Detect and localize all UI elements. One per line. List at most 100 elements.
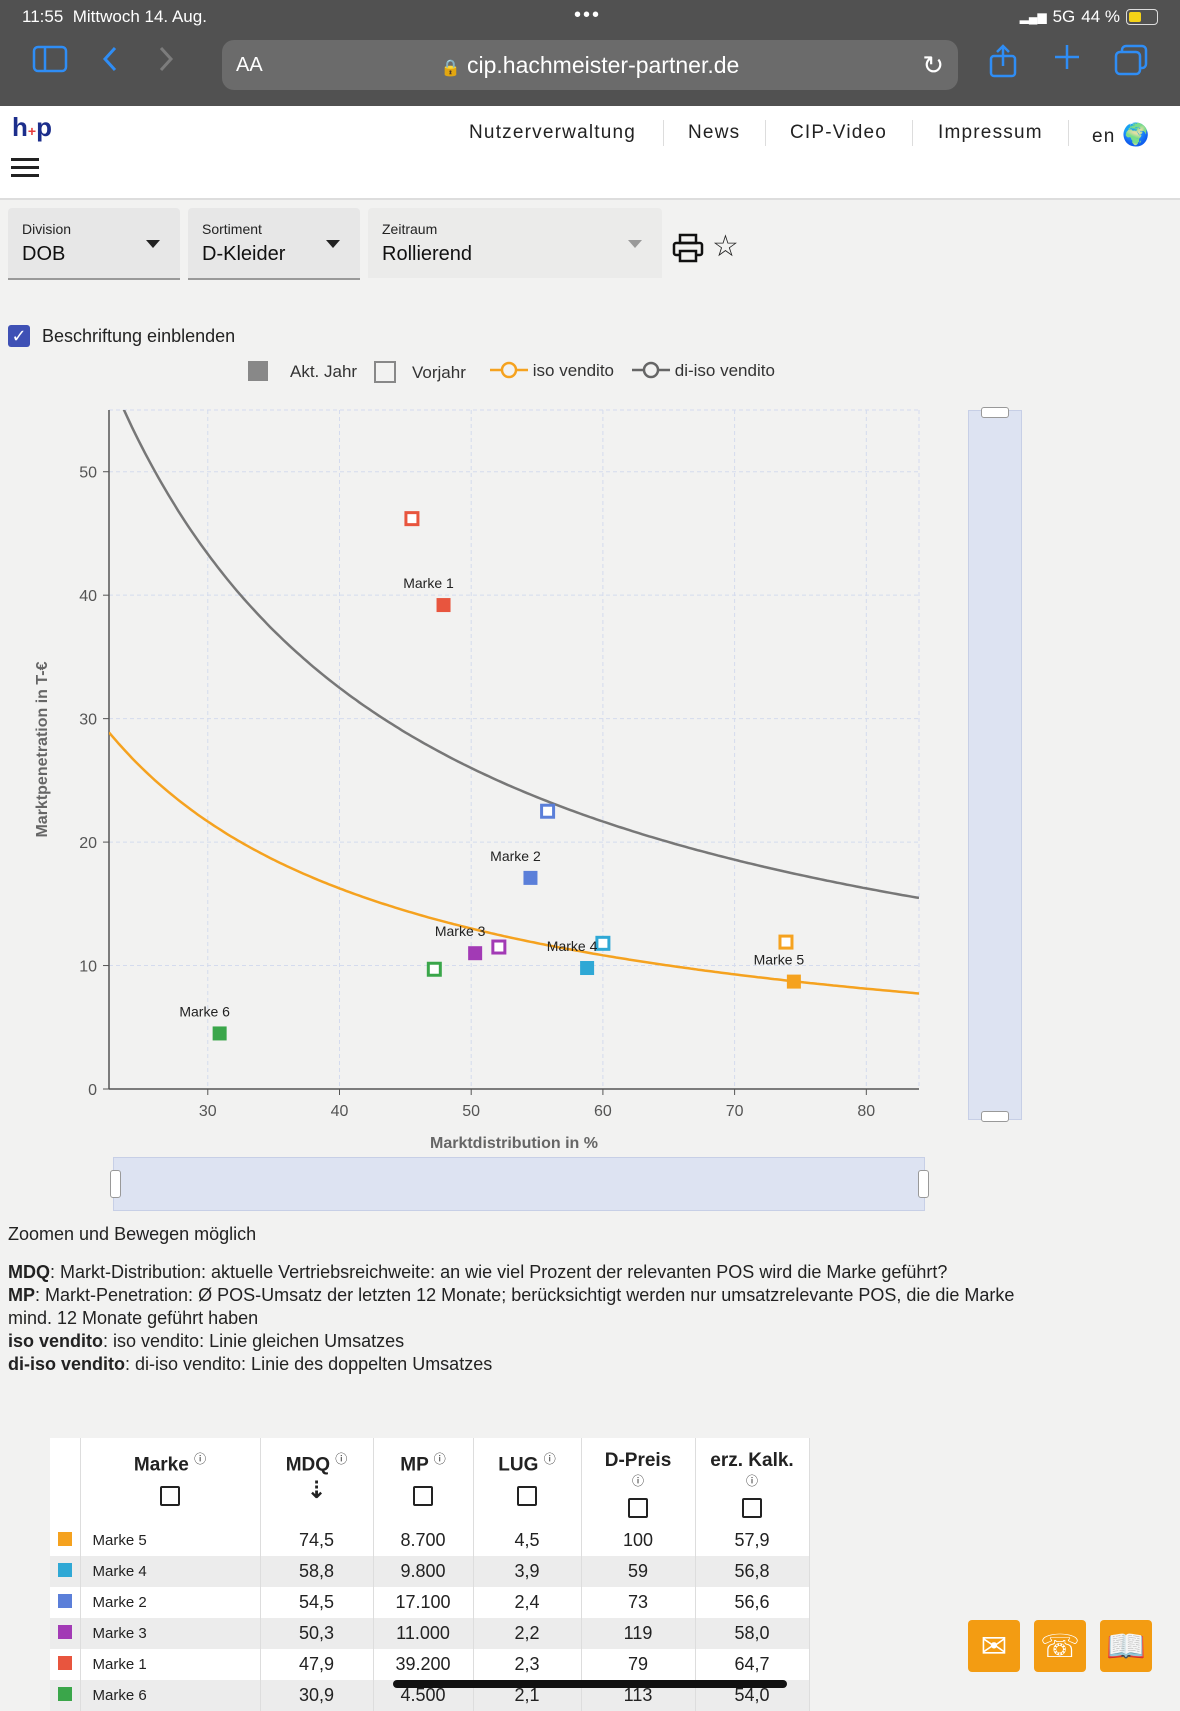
table-row[interactable]: Marke 3 50,3 11.000 2,2 119 58,0 — [50, 1618, 810, 1650]
table-row[interactable]: Marke 5 74,5 8.700 4,5 100 57,9 — [50, 1525, 810, 1557]
header-erz-kalk[interactable]: erz. Kalk. ⓘ — [695, 1438, 810, 1526]
filled-square-icon — [248, 361, 268, 381]
menu-icon[interactable] — [11, 158, 39, 182]
cell-marke: Marke 3 — [80, 1618, 261, 1650]
header-mdq[interactable]: MDQ ⓘ ⇣ — [260, 1438, 374, 1526]
mail-button[interactable]: ✉ — [968, 1620, 1020, 1672]
sidebar-icon[interactable] — [32, 44, 68, 82]
zoom-hint: Zoomen und Bewegen möglich — [8, 1224, 257, 1244]
nav-divider — [912, 120, 913, 146]
help-icon[interactable]: ⓘ — [745, 1474, 758, 1488]
y-zoom-slider[interactable] — [968, 407, 1022, 1122]
marker-vorjahr — [491, 939, 507, 955]
nav-news[interactable]: News — [688, 122, 741, 143]
nav-divider — [663, 120, 664, 146]
share-icon[interactable] — [988, 44, 1018, 86]
y-tick-label: 20 — [79, 835, 97, 852]
lock-icon: 🔒 — [440, 60, 461, 77]
multitask-dots[interactable]: ••• — [574, 4, 602, 26]
point-label: Marke 4 — [547, 938, 598, 954]
header-marke[interactable]: Marke ⓘ — [80, 1438, 261, 1526]
zeitraum-select[interactable]: Zeitraum Rollierend — [368, 208, 662, 278]
division-select[interactable]: Division DOB — [8, 208, 180, 280]
zeitraum-value: Rollierend — [382, 243, 473, 265]
help-icon[interactable]: ⓘ — [433, 1452, 446, 1466]
y-zoom-handle-bottom[interactable] — [981, 1111, 1009, 1122]
sort-desc-icon[interactable]: ⇣ — [306, 1477, 327, 1505]
cell-erz-kalk: 57,9 — [695, 1525, 810, 1557]
x-zoom-handle-left[interactable] — [110, 1170, 121, 1198]
forward-icon[interactable] — [156, 44, 176, 82]
cell-mdq: 58,8 — [260, 1556, 374, 1588]
url-bar[interactable]: AA 🔒 cip.hachmeister-partner.de ↻ — [222, 40, 958, 90]
cell-erz-kalk: 56,6 — [695, 1587, 810, 1619]
cell-mp: 8.700 — [373, 1525, 474, 1557]
nav-impressum[interactable]: Impressum — [938, 122, 1043, 143]
x-tick-label: 50 — [462, 1103, 480, 1120]
new-tab-icon[interactable] — [1052, 42, 1082, 80]
y-tick-label: 30 — [79, 712, 97, 729]
marker-akt-jahr — [580, 961, 595, 976]
filter-checkbox[interactable] — [517, 1486, 537, 1507]
star-icon[interactable]: ☆ — [712, 230, 739, 263]
table-row[interactable]: Marke 4 58,8 9.800 3,9 59 56,8 — [50, 1556, 810, 1588]
y-tick-label: 40 — [79, 588, 97, 605]
y-tick-label: 0 — [88, 1082, 97, 1099]
url-text[interactable]: 🔒 cip.hachmeister-partner.de — [440, 52, 740, 78]
point-label: Marke 2 — [490, 848, 541, 864]
legend-iso-vendito[interactable]: iso vendito — [490, 361, 614, 381]
status-bar: 11:55 Mittwoch 14. Aug. ••• ▂▄▆ 5G 44 % — [0, 0, 1180, 34]
reload-icon[interactable]: ↻ — [922, 50, 944, 80]
envelope-icon: ✉ — [980, 1628, 1008, 1664]
manual-button[interactable]: 📖 — [1100, 1620, 1152, 1672]
filter-checkbox[interactable] — [742, 1498, 762, 1519]
point-label: Marke 5 — [754, 952, 805, 968]
print-icon[interactable] — [672, 233, 704, 268]
table-row[interactable]: Marke 2 54,5 17.100 2,4 73 56,6 — [50, 1587, 810, 1619]
y-zoom-handle-top[interactable] — [981, 407, 1009, 418]
cell-lug: 4,5 — [473, 1525, 582, 1557]
x-zoom-handle-right[interactable] — [918, 1170, 929, 1198]
header-mp[interactable]: MP ⓘ — [373, 1438, 474, 1526]
back-icon[interactable] — [100, 44, 120, 82]
cell-marke: Marke 1 — [80, 1649, 261, 1681]
row-color — [50, 1525, 81, 1557]
home-indicator[interactable] — [393, 1680, 787, 1688]
nav-nutzerverwaltung[interactable]: Nutzerverwaltung — [469, 122, 637, 143]
cell-d-preis: 100 — [581, 1525, 696, 1557]
cell-lug: 2,3 — [473, 1649, 582, 1681]
cell-mdq: 30,9 — [260, 1680, 374, 1711]
color-column-header — [50, 1438, 81, 1526]
filter-checkbox[interactable] — [628, 1498, 648, 1519]
help-icon[interactable]: ⓘ — [194, 1452, 207, 1466]
nav-cip-video[interactable]: CIP-Video — [790, 122, 888, 143]
logo[interactable]: h+p — [12, 112, 52, 142]
marker-vorjahr — [426, 961, 442, 977]
row-swatch — [57, 1656, 72, 1671]
beschriftung-checkbox[interactable]: ✓ — [8, 325, 30, 347]
header-lug[interactable]: LUG ⓘ — [473, 1438, 582, 1526]
cell-mdq: 47,9 — [260, 1649, 374, 1681]
reader-aa-button[interactable]: AA — [236, 54, 263, 76]
status-right: ▂▄▆ 5G 44 % — [1020, 7, 1158, 27]
legend-di-iso-vendito[interactable]: di-iso vendito — [632, 361, 775, 381]
language-toggle[interactable]: en 🌍 — [1092, 122, 1151, 147]
help-icon[interactable]: ⓘ — [335, 1452, 348, 1466]
point-label: Marke 6 — [179, 1003, 230, 1019]
cell-d-preis: 59 — [581, 1556, 696, 1588]
tabs-overview-icon[interactable] — [1114, 44, 1148, 84]
help-icon[interactable]: ⓘ — [543, 1452, 556, 1466]
sortiment-select[interactable]: Sortiment D-Kleider — [188, 208, 360, 280]
header-d-preis[interactable]: D-Preis ⓘ — [581, 1438, 696, 1526]
legend-vorjahr[interactable]: Vorjahr — [374, 361, 466, 383]
filter-checkbox[interactable] — [160, 1486, 180, 1507]
row-color — [50, 1649, 81, 1681]
app-header: h+p Nutzerverwaltung News CIP-Video Impr… — [0, 106, 1180, 200]
table-row[interactable]: Marke 1 47,9 39.200 2,3 79 64,7 — [50, 1649, 810, 1681]
filter-checkbox[interactable] — [413, 1486, 433, 1507]
support-button[interactable]: ☏ — [1034, 1620, 1086, 1672]
help-icon[interactable]: ⓘ — [631, 1474, 644, 1488]
x-zoom-slider[interactable] — [110, 1157, 929, 1211]
legend-akt-jahr[interactable]: Akt. Jahr — [248, 361, 357, 382]
cell-erz-kalk: 58,0 — [695, 1618, 810, 1650]
